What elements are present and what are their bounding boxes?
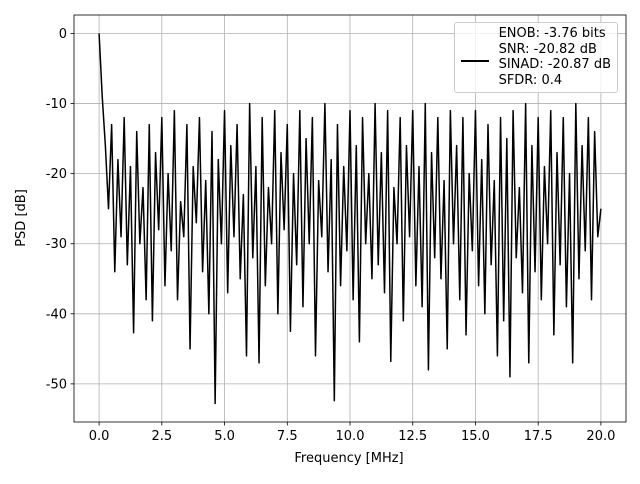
- x-axis-label: Frequency [MHz]: [294, 451, 403, 466]
- y-tick-label: 0: [59, 27, 67, 42]
- x-tick-label: 15.0: [461, 429, 490, 444]
- x-tick-label: 17.5: [524, 429, 553, 444]
- y-tick-label: -50: [46, 377, 67, 392]
- x-tick-label: 7.5: [277, 429, 298, 444]
- x-tick-label: 20.0: [586, 429, 615, 444]
- series-line: [98, 33, 602, 405]
- x-tick-label: 12.5: [398, 429, 427, 444]
- plot-frame: [73, 14, 627, 423]
- legend: ENOB: -3.76 bits SNR: -20.82 dB SINAD: -…: [453, 22, 618, 93]
- y-tick-label: -30: [46, 237, 67, 252]
- x-tick-label: 2.5: [151, 429, 172, 444]
- y-tick-label: -10: [46, 97, 67, 112]
- y-tick-label: -20: [46, 167, 67, 182]
- x-tick-label: 5.0: [214, 429, 235, 444]
- y-axis-label: PSD [dB]: [14, 189, 29, 247]
- x-tick-label: 0.0: [89, 429, 110, 444]
- y-tick-label: -40: [46, 307, 67, 322]
- legend-swatch: [460, 60, 489, 62]
- legend-label: ENOB: -3.76 bits SNR: -20.82 dB SINAD: -…: [498, 26, 611, 88]
- x-tick-label: 10.0: [336, 429, 365, 444]
